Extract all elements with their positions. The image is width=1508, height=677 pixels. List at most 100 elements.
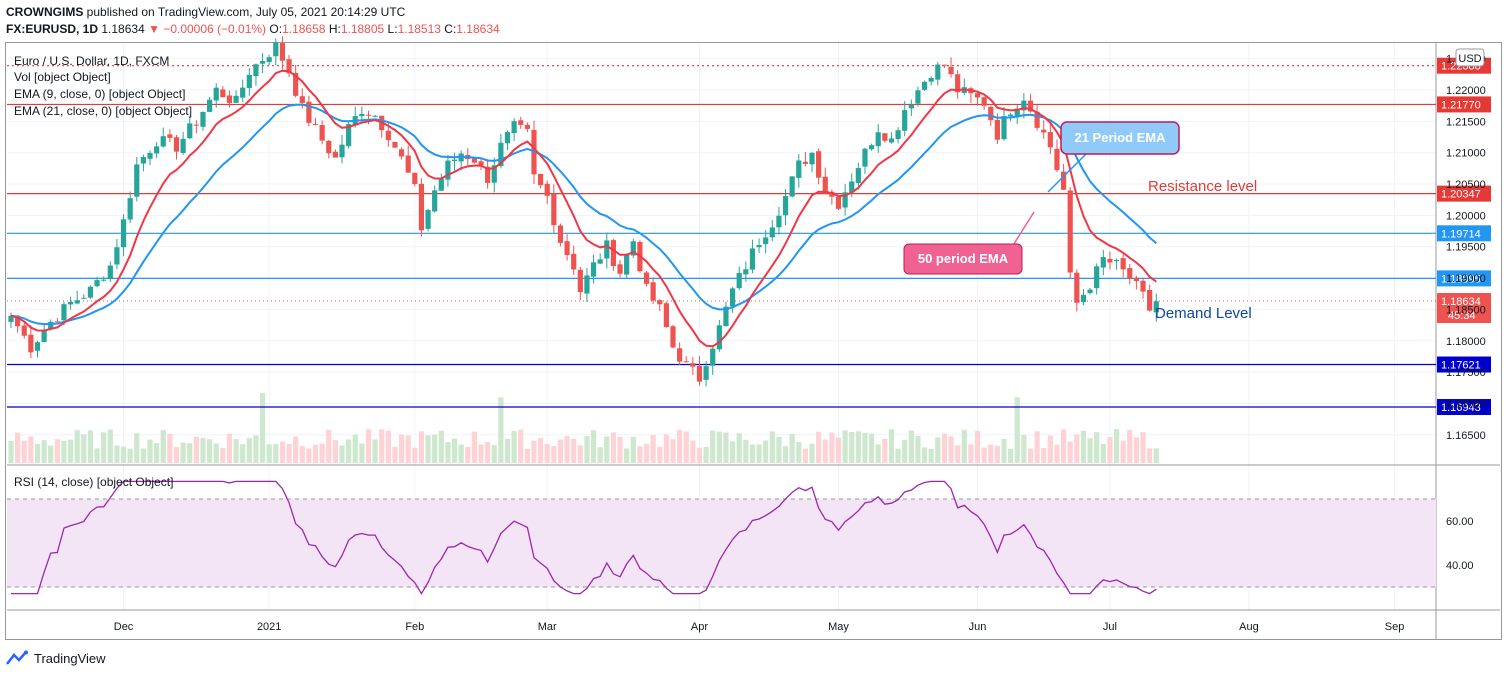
tradingview-logo[interactable]: TradingView (6, 650, 106, 666)
ema50-callout-box[interactable] (903, 243, 1023, 275)
publish-info: CROWNGIMS published on TradingView.com, … (6, 5, 405, 19)
volume-bar (193, 436, 199, 463)
price-tick-label: 1.21500 (1446, 116, 1486, 128)
volume-bar (524, 448, 530, 463)
candle-body (213, 87, 219, 101)
candle-body (610, 240, 617, 267)
volume-bar (677, 429, 683, 463)
volume-bar (266, 444, 272, 463)
volume-bar (147, 439, 153, 463)
candle-body (557, 225, 564, 243)
volume-bar (1034, 431, 1040, 463)
volume-bar (491, 445, 497, 463)
chart-frame (5, 42, 1502, 640)
open-label: O: (269, 22, 283, 36)
volume-bar (412, 447, 418, 463)
volume-bar (74, 430, 80, 463)
candle-body (21, 325, 27, 336)
volume-bar (610, 432, 617, 463)
ema21-callout-box[interactable] (1060, 121, 1180, 155)
volume-bar (869, 433, 875, 463)
price-tick-label: 1.17000 (1446, 398, 1486, 410)
candle-body (445, 160, 451, 180)
time-tick-label: Jul (1103, 621, 1117, 633)
volume-bar (140, 448, 146, 463)
candle-body (935, 64, 941, 80)
candle-body (127, 198, 133, 220)
candle-body (670, 326, 676, 348)
price-change: ▼ −0.00006 (−0.01%) (148, 22, 267, 36)
volume-bar (968, 444, 974, 463)
volume-bar (716, 431, 722, 463)
volume-bar (299, 446, 305, 463)
candle-body (1008, 114, 1014, 117)
volume-bar (220, 448, 226, 463)
volume-bar (312, 444, 319, 463)
volume-bar (1127, 429, 1133, 463)
candle-body (154, 146, 160, 154)
volume-bar (888, 429, 895, 463)
candle-body (663, 303, 669, 328)
publish-text: published on TradingView.com, July 05, 2… (86, 5, 406, 19)
candle-body (1094, 266, 1100, 289)
candle-body (67, 301, 74, 305)
time-tick-label: 2021 (257, 621, 281, 633)
candle-body (729, 288, 736, 307)
volume-bar (48, 445, 54, 463)
candle-body (339, 144, 345, 158)
candle-body (41, 331, 47, 343)
volume-bar (723, 432, 729, 463)
volume-bar (1014, 397, 1020, 463)
level-tag (1437, 96, 1491, 113)
volume-bar (802, 448, 808, 463)
volume-bar (200, 438, 206, 463)
candle-body (994, 119, 1000, 140)
candle-body (1027, 100, 1034, 112)
candle-body (551, 194, 557, 226)
volume-bar (743, 439, 749, 463)
price-tick-label: 1.17500 (1446, 367, 1486, 379)
volume-bar (974, 430, 981, 463)
volume-bar (690, 440, 696, 463)
candle-body (74, 300, 80, 304)
candle-body (974, 93, 981, 98)
volume-bar (485, 441, 491, 463)
candle-body (696, 365, 703, 382)
volume-bar (286, 443, 292, 463)
volume-bar (405, 435, 411, 463)
volume-bar (703, 446, 709, 463)
candle-body (173, 137, 180, 152)
candle-body (518, 120, 524, 125)
low-label: L: (387, 22, 398, 36)
volume-bar (379, 429, 385, 463)
volume-bar (564, 435, 570, 463)
candle-body (584, 275, 590, 294)
volume-bar (478, 444, 484, 463)
candle-body (782, 196, 789, 216)
volume-bar (293, 436, 299, 463)
candle-body (28, 334, 34, 353)
volume-bar (862, 432, 868, 463)
volume-bar (346, 439, 352, 463)
currency-button[interactable] (1455, 48, 1485, 67)
volume-bar (710, 430, 716, 463)
volume-bar (319, 443, 325, 463)
countdown-label: 45:34 (1448, 310, 1476, 322)
currency-button-label[interactable]: USD (1458, 53, 1481, 65)
volume-bar (809, 443, 815, 463)
candle-body (471, 158, 477, 163)
volume-bar (895, 448, 901, 463)
time-tick-label: Sep (1385, 621, 1405, 633)
candle-body (822, 176, 828, 194)
candle-body (1074, 272, 1080, 303)
candle-body (418, 183, 425, 231)
candle-body (1127, 268, 1133, 279)
candle-body (855, 168, 861, 184)
level-tag-label: 1.20347 (1441, 189, 1481, 201)
candle-body (955, 74, 961, 93)
candle-body (279, 43, 286, 61)
candle-body (246, 74, 252, 89)
volume-bar (87, 430, 94, 463)
candle-body (1100, 257, 1106, 268)
